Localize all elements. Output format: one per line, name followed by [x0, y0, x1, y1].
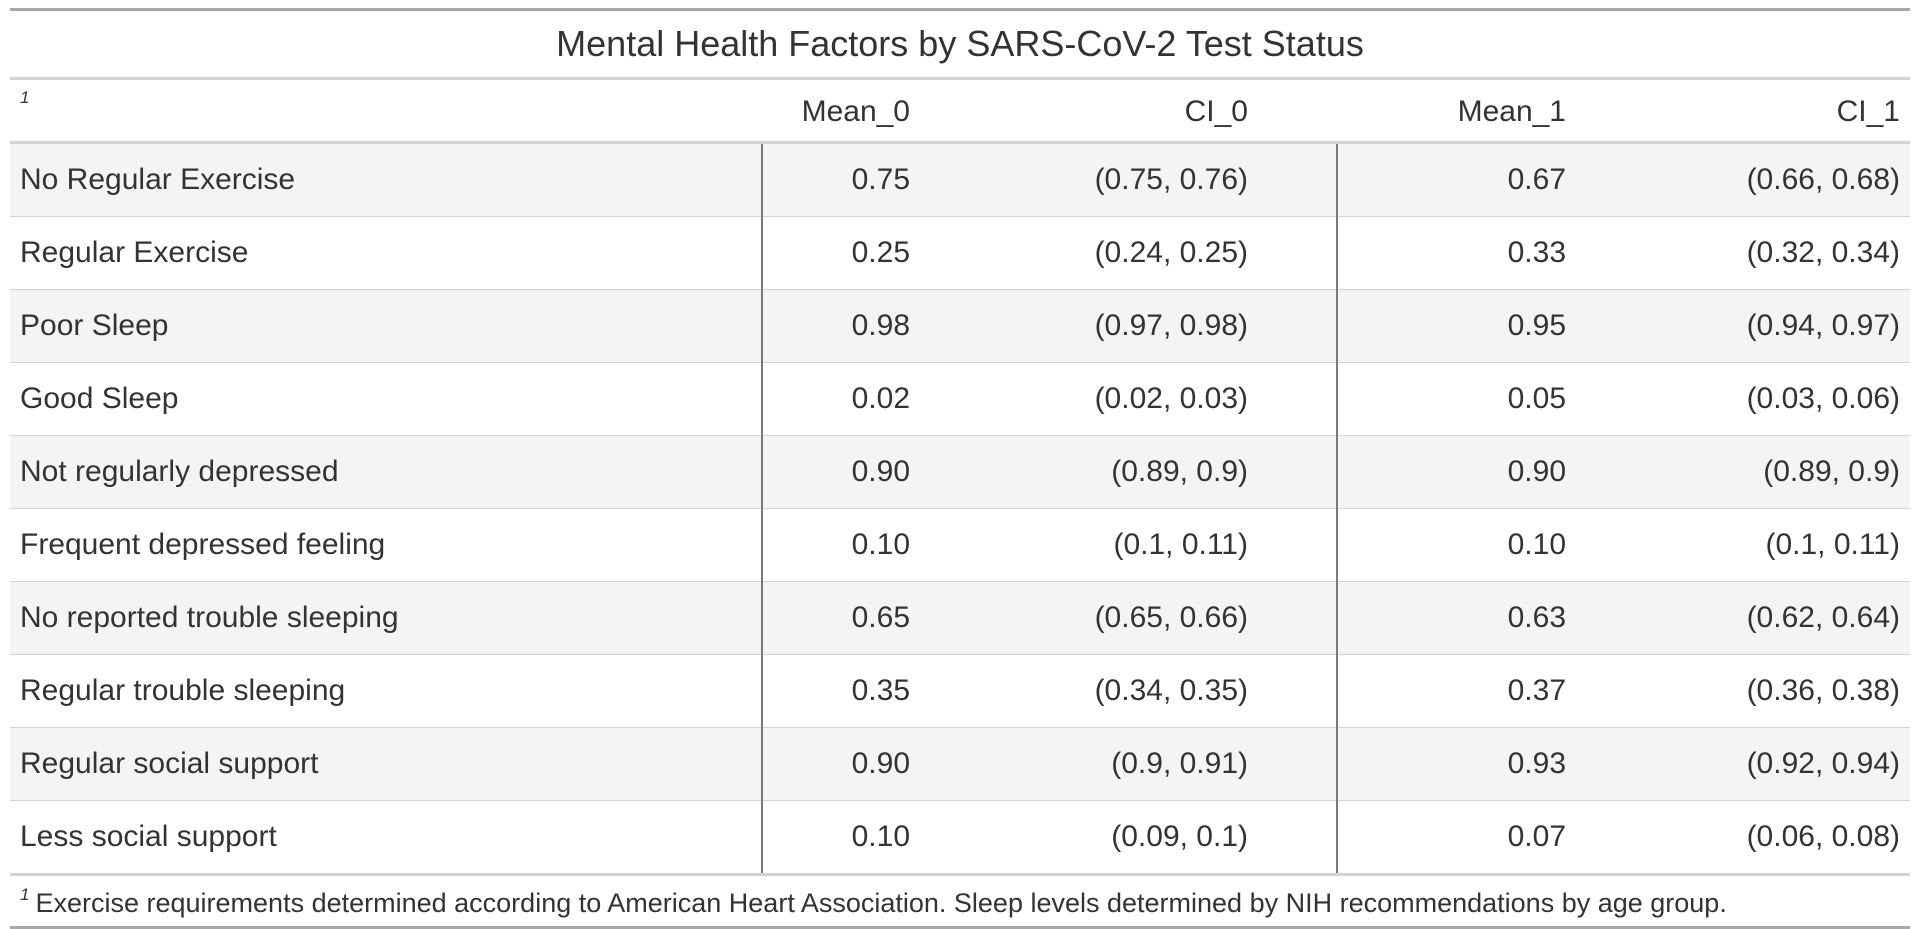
cell-mean-0: 0.02: [851, 382, 910, 415]
table-row: No reported trouble sleeping 0.65 (0.65, 0…: [10, 581, 1910, 654]
cell-mean-0: 0.25: [851, 236, 910, 269]
column-divider: [761, 144, 763, 873]
cell-mean-1: 0.10: [1507, 528, 1566, 561]
cell-mean-1: 0.33: [1507, 236, 1566, 269]
table-row: Regular Exercise 0.25 (0.24, 0.25) 0.33 (0.3…: [10, 216, 1910, 289]
table-row: Not regularly depressed 0.90 (0.89, 0.9) 0.…: [10, 435, 1910, 508]
cell-ci-1: (0.92, 0.94): [1746, 747, 1900, 780]
row-label: Not regularly depressed: [20, 455, 339, 488]
cell-ci-0: (0.02, 0.03): [1094, 382, 1248, 415]
cell-mean-0: 0.90: [851, 747, 910, 780]
cell-mean-0: 0.75: [851, 163, 910, 196]
row-label: Poor Sleep: [20, 309, 169, 342]
data-table: Mental Health Factors by SARS-CoV-2 Test…: [10, 8, 1910, 929]
cell-ci-0: (0.24, 0.25): [1094, 236, 1248, 269]
row-label: Less social support: [20, 820, 277, 853]
cell-ci-0: (0.65, 0.66): [1094, 601, 1248, 634]
table-row: Regular social support 0.90 (0.9, 0.91) 0.9…: [10, 727, 1910, 800]
table-footnote: 1 Exercise requirements determined accord…: [10, 873, 1910, 926]
column-header-row: 1 Mean_0 CI_0 Mean_1 CI_1: [10, 80, 1910, 144]
cell-ci-1: (0.94, 0.97): [1746, 309, 1900, 342]
table-row: No Regular Exercise 0.75 (0.75, 0.76) 0.67 (…: [10, 144, 1910, 216]
cell-ci-1: (0.1, 0.11): [1765, 528, 1900, 561]
cell-mean-1: 0.37: [1507, 674, 1566, 707]
cell-mean-1: 0.93: [1507, 747, 1566, 780]
cell-ci-0: (0.89, 0.9): [1111, 455, 1248, 488]
cell-ci-0: (0.1, 0.11): [1113, 528, 1248, 561]
row-label: Regular social support: [20, 747, 319, 780]
cell-ci-1: (0.03, 0.06): [1746, 382, 1900, 415]
footnote-mark: 1: [20, 885, 30, 904]
cell-ci-1: (0.62, 0.64): [1746, 601, 1900, 634]
cell-mean-0: 0.65: [851, 601, 910, 634]
cell-ci-0: (0.97, 0.98): [1094, 309, 1248, 342]
cell-mean-1: 0.95: [1507, 309, 1566, 342]
column-header-mean-1: Mean_1: [1457, 95, 1566, 128]
cell-mean-1: 0.05: [1507, 382, 1566, 415]
row-label: Regular Exercise: [20, 236, 249, 269]
column-header-mean-0: Mean_0: [801, 95, 910, 128]
cell-mean-0: 0.10: [851, 528, 910, 561]
cell-ci-1: (0.32, 0.34): [1746, 236, 1900, 269]
table-row: Regular trouble sleeping 0.35 (0.34, 0.35)…: [10, 654, 1910, 727]
cell-ci-0: (0.34, 0.35): [1094, 674, 1248, 707]
table-row: Less social support 0.10 (0.09, 0.1) 0.07 (0…: [10, 800, 1910, 873]
cell-mean-1: 0.90: [1507, 455, 1566, 488]
row-label: Frequent depressed feeling: [20, 528, 386, 561]
table-title: Mental Health Factors by SARS-CoV-2 Test…: [10, 11, 1910, 80]
cell-mean-0: 0.90: [851, 455, 910, 488]
table-row: Poor Sleep 0.98 (0.97, 0.98) 0.95 (0.94, 0.9…: [10, 289, 1910, 362]
header-footnote-mark: 1: [20, 88, 30, 107]
cell-ci-1: (0.36, 0.38): [1746, 674, 1900, 707]
footnote-text: Exercise requirements determined accordi…: [35, 888, 1727, 918]
cell-ci-1: (0.06, 0.08): [1746, 820, 1900, 853]
row-label: No reported trouble sleeping: [20, 601, 399, 634]
table-row: Good Sleep 0.02 (0.02, 0.03) 0.05 (0.03, 0.0…: [10, 362, 1910, 435]
row-label: Regular trouble sleeping: [20, 674, 346, 707]
cell-mean-0: 0.35: [851, 674, 910, 707]
row-label: No Regular Exercise: [20, 163, 296, 196]
cell-mean-1: 0.07: [1507, 820, 1566, 853]
column-divider: [1336, 144, 1338, 873]
cell-mean-1: 0.67: [1507, 163, 1566, 196]
table-body: No Regular Exercise 0.75 (0.75, 0.76) 0.67 (…: [10, 144, 1910, 873]
cell-ci-1: (0.66, 0.68): [1746, 163, 1900, 196]
table-row: Frequent depressed feeling 0.10 (0.1, 0.11…: [10, 508, 1910, 581]
cell-mean-1: 0.63: [1507, 601, 1566, 634]
cell-ci-1: (0.89, 0.9): [1763, 455, 1900, 488]
column-header-ci-1: CI_1: [1836, 95, 1900, 128]
cell-ci-0: (0.75, 0.76): [1094, 163, 1248, 196]
cell-mean-0: 0.10: [851, 820, 910, 853]
column-header-ci-0: CI_0: [1184, 95, 1248, 128]
cell-ci-0: (0.9, 0.91): [1111, 747, 1248, 780]
row-label: Good Sleep: [20, 382, 179, 415]
cell-ci-0: (0.09, 0.1): [1111, 820, 1248, 853]
cell-mean-0: 0.98: [851, 309, 910, 342]
